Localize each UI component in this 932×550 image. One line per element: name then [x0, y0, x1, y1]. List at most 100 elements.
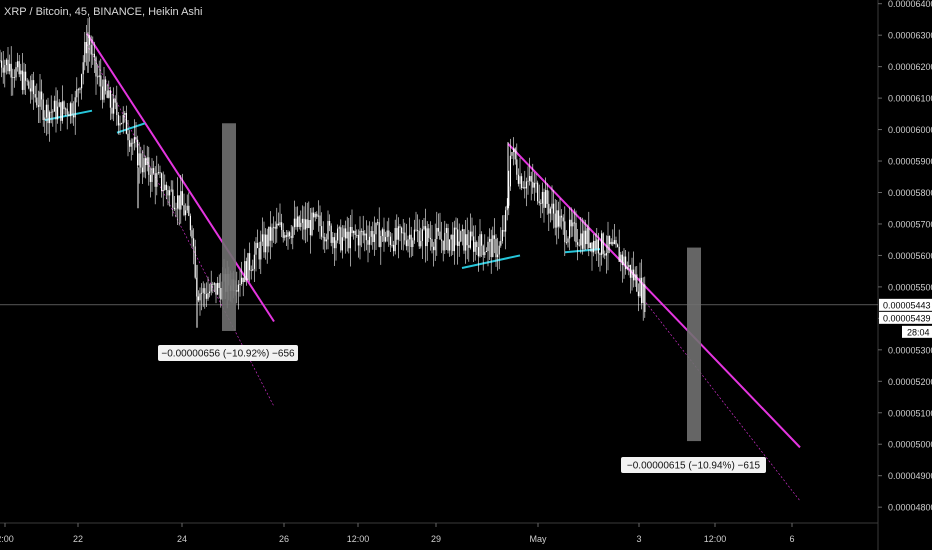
candle-body	[356, 234, 358, 236]
candles	[0, 16, 646, 328]
candle-body	[324, 236, 326, 242]
candle-body	[554, 213, 556, 228]
candle-body	[332, 237, 334, 243]
candle-body	[367, 240, 369, 245]
candle-body	[337, 228, 339, 241]
candle-body	[189, 215, 191, 231]
candle-body	[517, 174, 519, 184]
candle-body	[369, 236, 371, 245]
candle-body	[114, 98, 116, 103]
measure-box[interactable]	[222, 123, 236, 331]
candle-body	[135, 137, 137, 140]
candle-body	[242, 277, 244, 282]
candle-body	[9, 63, 11, 72]
measure-label-bg	[621, 457, 766, 473]
candle-body	[241, 277, 243, 285]
candle-body	[125, 112, 127, 134]
overlays: −0.00000656 (−10.92%) −656 −0.00000615 (−…	[158, 123, 766, 473]
candle-body	[77, 89, 79, 91]
candle-body	[537, 182, 539, 202]
candle-body	[36, 97, 38, 106]
candle-body	[354, 230, 356, 235]
candle-body	[197, 296, 199, 301]
candle-body	[276, 223, 278, 229]
candle-body	[492, 235, 494, 258]
candle-body	[642, 284, 644, 304]
candle-body	[153, 168, 155, 174]
candle-body	[177, 195, 179, 209]
candle-body	[143, 158, 145, 173]
candle-body	[559, 215, 561, 227]
candle-body	[133, 137, 135, 144]
candle-body	[553, 203, 555, 214]
candle-body	[506, 205, 508, 211]
candle-body	[508, 186, 510, 206]
candle-body	[410, 234, 412, 247]
candle-body	[85, 41, 87, 54]
candle-body	[298, 216, 300, 227]
candle-body	[340, 227, 342, 251]
candle-body	[529, 176, 531, 181]
candle-body	[65, 108, 67, 110]
candle-body	[161, 173, 163, 192]
candle-body	[639, 277, 641, 297]
candle-body	[538, 201, 540, 204]
measure-box[interactable]	[687, 247, 701, 442]
support-line[interactable]	[116, 122, 146, 134]
candle-body	[93, 53, 95, 58]
price-axis[interactable]: 0.00006400 0.00006300 0.00006200 0.00006100…	[877, 0, 932, 550]
candle-body	[175, 208, 177, 210]
candle-body	[281, 222, 283, 230]
candle-body	[21, 70, 23, 90]
candle-body	[244, 261, 246, 282]
candle-body	[255, 242, 257, 255]
candle-body	[530, 176, 532, 182]
candle-body	[511, 152, 513, 156]
candle-body	[295, 218, 297, 227]
candle-body	[501, 229, 503, 241]
candle-body	[285, 235, 287, 237]
candle-body	[253, 254, 255, 269]
candle-body	[425, 226, 427, 247]
candle-body	[527, 180, 529, 182]
price-tick-label: 0.00005700	[888, 219, 932, 229]
countdown-bg	[902, 325, 932, 338]
measure-label: −0.00000615 (−10.94%) −615	[627, 461, 761, 472]
trendline-2[interactable]	[507, 143, 801, 449]
candle-body	[570, 219, 572, 227]
price-tick-label: 0.00006400	[888, 0, 932, 9]
candle-body	[335, 240, 337, 249]
candle-body	[617, 244, 619, 247]
candle-body	[84, 41, 86, 63]
candle-body	[311, 212, 313, 236]
candle-body	[618, 246, 620, 262]
candle-body	[594, 240, 596, 249]
candle-body	[375, 222, 377, 235]
time-tick-label: 29	[431, 534, 441, 544]
candle-body	[549, 208, 551, 214]
candle-body	[450, 234, 452, 240]
time-axis[interactable]: 2:00 22 24 26 12:00 29 May 3 12:00 6	[0, 522, 878, 544]
candle-body	[68, 114, 70, 117]
candle-body	[236, 290, 238, 292]
candle-body	[372, 231, 374, 243]
candle-body	[55, 100, 57, 120]
candle-body	[308, 220, 310, 229]
candle-body	[201, 292, 203, 294]
candle-body	[273, 226, 275, 228]
candle-body	[421, 229, 423, 241]
candle-body	[418, 230, 420, 247]
candle-body	[596, 239, 598, 249]
candle-body	[218, 282, 220, 289]
candle-body	[394, 228, 396, 252]
candle-body	[314, 213, 316, 218]
candle-body	[237, 284, 239, 292]
candle-body	[373, 234, 375, 243]
candle-body	[532, 181, 534, 188]
candle-body	[111, 107, 113, 114]
candle-body	[202, 288, 204, 293]
candle-body	[292, 227, 294, 238]
candle-body	[66, 108, 68, 115]
candle-body	[261, 234, 263, 242]
